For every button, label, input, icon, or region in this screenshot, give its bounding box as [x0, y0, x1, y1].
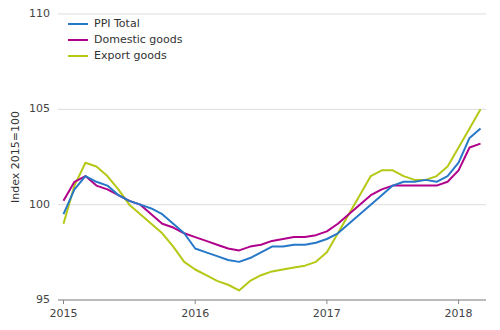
- y-axis-label: Index 2015=100: [9, 111, 22, 203]
- x-axis-line: [58, 300, 486, 301]
- x-tick: [195, 300, 196, 304]
- grid-line: [58, 109, 486, 110]
- grid: [58, 14, 486, 300]
- y-tick-label: 95: [36, 293, 50, 306]
- y-tick-label: 100: [29, 198, 50, 211]
- y-tick-label: 110: [29, 7, 50, 20]
- legend: PPI Total Domestic goods Export goods: [68, 17, 183, 62]
- legend-label: Domestic goods: [94, 33, 183, 46]
- legend-swatch: [68, 39, 88, 41]
- plot-area: [63, 109, 480, 290]
- grid-line: [58, 300, 486, 301]
- line: [63, 128, 480, 261]
- grid-line: [58, 14, 486, 15]
- y-tick-label: 105: [29, 102, 50, 115]
- legend-swatch: [68, 23, 88, 25]
- x-tick-label: 2015: [49, 307, 77, 320]
- x-tick: [458, 300, 459, 304]
- x-tick-label: 2016: [181, 307, 209, 320]
- x-tick-label: 2018: [445, 307, 473, 320]
- legend-label: Export goods: [94, 49, 167, 62]
- legend-swatch: [68, 55, 88, 57]
- x-tick: [63, 300, 64, 304]
- legend-label: PPI Total: [94, 17, 140, 30]
- x-tick: [326, 300, 327, 304]
- grid-line: [58, 204, 486, 205]
- x-tick-label: 2017: [313, 307, 341, 320]
- line: [63, 109, 480, 290]
- chart: 95 100 105 110 Index 2015=100 2015 2016 2017 201…: [0, 0, 500, 330]
- line: [63, 144, 480, 251]
